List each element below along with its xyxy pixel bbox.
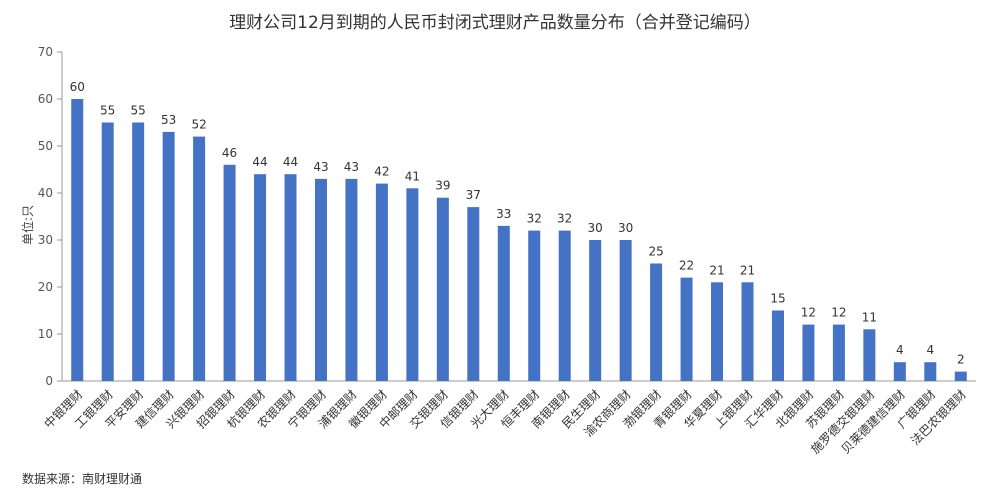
bar xyxy=(802,324,815,381)
y-tick-label: 70 xyxy=(38,45,53,59)
data-label: 15 xyxy=(770,292,785,306)
bar xyxy=(771,310,784,381)
data-label: 43 xyxy=(344,160,359,174)
bar xyxy=(619,240,632,381)
bar xyxy=(893,362,906,381)
bar xyxy=(954,371,967,381)
bar xyxy=(223,164,236,381)
data-label: 12 xyxy=(831,306,846,320)
data-label: 37 xyxy=(466,188,481,202)
bar xyxy=(467,207,480,381)
data-label: 12 xyxy=(801,306,816,320)
bar xyxy=(132,122,145,381)
bar xyxy=(162,131,175,381)
bar xyxy=(558,230,571,381)
bar xyxy=(71,99,84,381)
bar xyxy=(711,282,724,381)
bar xyxy=(924,362,937,381)
data-label: 42 xyxy=(374,165,389,179)
data-label: 46 xyxy=(222,146,237,160)
y-axis-title: 单位:只 xyxy=(20,205,35,245)
bar xyxy=(497,225,510,381)
y-tick-label: 10 xyxy=(38,327,53,341)
data-label: 4 xyxy=(926,343,934,357)
bar xyxy=(375,183,388,381)
bar xyxy=(863,329,876,381)
data-label: 30 xyxy=(618,221,633,235)
data-label: 55 xyxy=(131,104,146,118)
bar xyxy=(741,282,754,381)
data-label: 39 xyxy=(435,179,450,193)
data-label: 44 xyxy=(252,155,267,169)
data-label: 33 xyxy=(496,207,511,221)
data-label: 60 xyxy=(70,80,85,94)
data-label: 2 xyxy=(957,353,965,367)
bar xyxy=(528,230,541,381)
data-label: 32 xyxy=(527,212,542,226)
bar xyxy=(680,277,693,381)
data-label: 55 xyxy=(100,104,115,118)
source-note: 数据来源：南财理财通 xyxy=(22,472,143,486)
y-tick-label: 0 xyxy=(45,374,53,388)
data-label: 41 xyxy=(405,169,420,183)
bar xyxy=(589,240,602,381)
bar xyxy=(101,122,114,381)
y-tick-label: 40 xyxy=(38,186,53,200)
data-label: 30 xyxy=(588,221,603,235)
y-axis: 0 10 20 30 40 50 60 70 xyxy=(38,45,63,388)
bars xyxy=(71,99,967,381)
data-label: 21 xyxy=(740,263,755,277)
bar xyxy=(832,324,845,381)
y-tick-label: 50 xyxy=(38,139,53,153)
data-label: 52 xyxy=(191,118,206,132)
y-tick-label: 30 xyxy=(38,233,53,247)
bar xyxy=(436,197,449,381)
data-label: 25 xyxy=(648,245,663,259)
data-label: 22 xyxy=(679,259,694,273)
bar xyxy=(193,136,206,381)
bar xyxy=(345,178,358,381)
bar xyxy=(314,178,327,381)
y-tick-label: 60 xyxy=(38,92,53,106)
data-label: 21 xyxy=(709,263,724,277)
chart-title: 理财公司12月到期的人民币封闭式理财产品数量分布（合并登记编码） xyxy=(229,13,761,33)
bar xyxy=(284,174,297,381)
bar xyxy=(254,174,267,381)
x-tick-labels: 中银理财工银理财平安理财建信理财兴银理财招银理财杭银理财农银理财宁银理财浦银理财… xyxy=(41,387,969,457)
data-label: 32 xyxy=(557,212,572,226)
bar xyxy=(650,263,663,381)
bar xyxy=(406,188,419,381)
data-label: 11 xyxy=(862,310,877,324)
data-label: 53 xyxy=(161,113,176,127)
y-tick-label: 20 xyxy=(38,280,53,294)
data-label: 43 xyxy=(313,160,328,174)
data-label: 4 xyxy=(896,343,904,357)
data-label: 44 xyxy=(283,155,298,169)
